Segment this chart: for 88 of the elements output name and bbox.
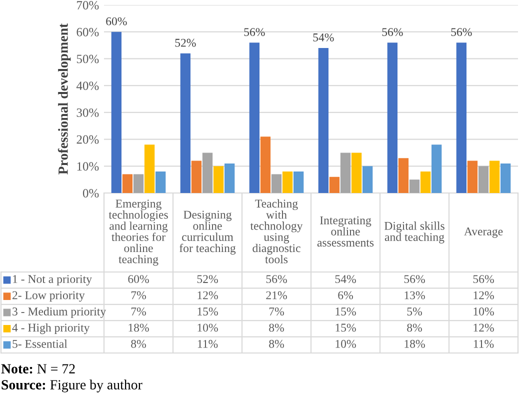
bar (156, 172, 166, 193)
data-label: 7% (131, 291, 146, 300)
data-label: 10% (474, 307, 494, 316)
annotation: 56% (382, 28, 403, 36)
bar (180, 53, 190, 193)
source-note: Source: Figure by author (2, 380, 142, 392)
annotation: 52% (175, 38, 196, 47)
y-tick-label: 70% (77, 1, 99, 10)
data-label: 8% (131, 340, 146, 348)
data-label: 12% (198, 291, 218, 300)
bar (387, 42, 398, 193)
bar (420, 172, 431, 193)
x-tick-label: Teaching with technology using diagnostic tools (250, 199, 303, 264)
data-label: 15% (336, 324, 356, 332)
annotation: 54% (313, 33, 334, 42)
bar (133, 174, 144, 193)
bar (202, 152, 213, 193)
bar (111, 32, 122, 193)
x-tick-label: Emerging technologies and learning theories for online teaching (108, 200, 168, 266)
x-tick-label: Designing online curriculum for teaching (180, 210, 236, 255)
bar (467, 160, 478, 193)
data-label: 8% (407, 324, 422, 332)
text: Note: N = 72 (1, 364, 75, 374)
data-label: 15% (336, 307, 356, 316)
data-label: 56% (266, 275, 287, 284)
bar (478, 166, 489, 193)
y-tick-label: 0% (82, 189, 99, 198)
bar (122, 174, 133, 193)
data-label: 6% (338, 291, 353, 300)
x-tick-label: Integrating online assessments (317, 216, 374, 247)
data-label: 21% (266, 291, 287, 300)
legend-label: 5- Essential (12, 340, 68, 348)
annotation: 60% (106, 17, 127, 26)
bar (362, 166, 373, 193)
data-label: 7% (269, 307, 284, 316)
annotation: 56% (244, 28, 265, 36)
data-label: 8% (269, 340, 284, 348)
data-label: 13% (404, 291, 425, 300)
bar (432, 144, 442, 193)
data-label: 7% (131, 307, 146, 316)
data-label: 60% (128, 275, 149, 284)
bar (409, 180, 420, 193)
bar (489, 160, 500, 193)
legend-label: 3 - Medium priority (12, 307, 106, 318)
data-label: 11% (474, 340, 494, 348)
bar (224, 163, 235, 193)
y-tick-label: 50% (76, 54, 99, 64)
bar (213, 166, 224, 193)
data-label: 10% (336, 340, 356, 348)
bar (500, 163, 511, 193)
data-label: 54% (335, 275, 356, 284)
data-label: 12% (474, 291, 494, 300)
y-tick-label: 30% (76, 108, 99, 117)
y-tick-label: 10% (77, 162, 99, 171)
bar (282, 172, 293, 193)
data-label: 52% (197, 275, 218, 284)
data-label: 15% (198, 307, 218, 316)
bar (340, 152, 351, 193)
bar (329, 176, 340, 193)
bar (271, 174, 282, 193)
bar (351, 152, 362, 193)
data-label: 5% (407, 307, 422, 316)
y-tick-label: 60% (76, 28, 99, 36)
bar (191, 160, 202, 193)
data-label: 18% (404, 340, 425, 348)
data-label: 8% (269, 324, 284, 332)
data-label: 12% (474, 324, 494, 332)
legend-label: 2- Low priority (12, 291, 85, 302)
data-label: 11% (198, 340, 218, 348)
data-label: 18% (128, 324, 149, 332)
x-tick-label: Average (464, 228, 503, 238)
legend-label: 4 - High priority (12, 323, 90, 334)
bar (144, 144, 155, 193)
y-tick-label: 20% (76, 135, 99, 144)
bar (398, 158, 409, 193)
y-axis-title: Professional development (58, 23, 71, 174)
bar (318, 48, 328, 193)
bar (249, 42, 260, 193)
annotation: 56% (451, 28, 472, 36)
bar (294, 172, 304, 193)
x-tick-label: Digital skills and teaching (384, 222, 444, 244)
bar (456, 42, 466, 193)
data-label: 56% (404, 275, 425, 284)
data-label: 10% (198, 324, 218, 332)
legend-label: 1 - Not a priority (13, 275, 92, 286)
bar (260, 136, 271, 193)
data-label: 56% (473, 275, 494, 284)
y-tick-label: 40% (76, 82, 99, 90)
